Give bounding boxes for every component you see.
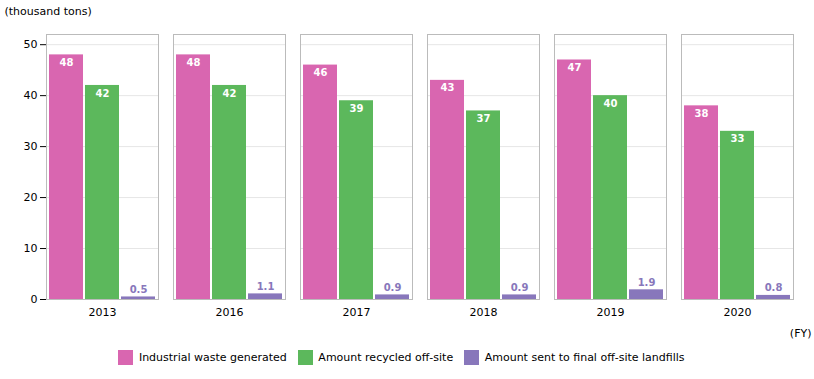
svg-text:2017: 2017: [343, 306, 371, 319]
svg-text:2019: 2019: [597, 306, 625, 319]
svg-text:46: 46: [314, 67, 328, 78]
svg-text:48: 48: [60, 57, 74, 68]
svg-text:48: 48: [187, 57, 201, 68]
html-text:Amount sent to final off-site: Amount sent to final off-site landfills: [484, 351, 685, 364]
svg-text:(FY): (FY): [790, 327, 812, 340]
svg-text:2016: 2016: [216, 306, 244, 319]
svg-text:0.9: 0.9: [384, 282, 402, 293]
svg-text:2013: 2013: [89, 306, 117, 319]
svg-text:42: 42: [96, 88, 110, 99]
svg-text:50: 50: [24, 38, 38, 51]
svg-text:1.9: 1.9: [638, 277, 656, 288]
svg-text:30: 30: [24, 140, 38, 153]
svg-text:10: 10: [24, 242, 38, 255]
svg-text:47: 47: [568, 62, 582, 73]
svg-text:38: 38: [695, 108, 709, 119]
svg-text:37: 37: [477, 113, 491, 124]
svg-text:1.1: 1.1: [257, 281, 275, 292]
svg-text:0.8: 0.8: [765, 282, 783, 293]
svg-text:40: 40: [604, 98, 618, 109]
svg-text:0.5: 0.5: [130, 284, 148, 295]
html-text:Amount recycled off-site: Amount recycled off-site: [318, 351, 454, 364]
svg-text:2018: 2018: [470, 306, 498, 319]
svg-text:43: 43: [441, 82, 455, 93]
svg-text:40: 40: [24, 89, 38, 102]
svg-text:42: 42: [223, 88, 237, 99]
svg-text:2020: 2020: [724, 306, 752, 319]
svg-text:0: 0: [31, 293, 38, 306]
svg-text:39: 39: [350, 103, 364, 114]
svg-text:33: 33: [731, 133, 745, 144]
html-text:Industrial waste generated: Industrial waste generated: [138, 351, 287, 364]
svg-text:(thousand tons): (thousand tons): [5, 5, 92, 18]
svg-text:0.9: 0.9: [511, 282, 529, 293]
svg-text:20: 20: [24, 191, 38, 204]
